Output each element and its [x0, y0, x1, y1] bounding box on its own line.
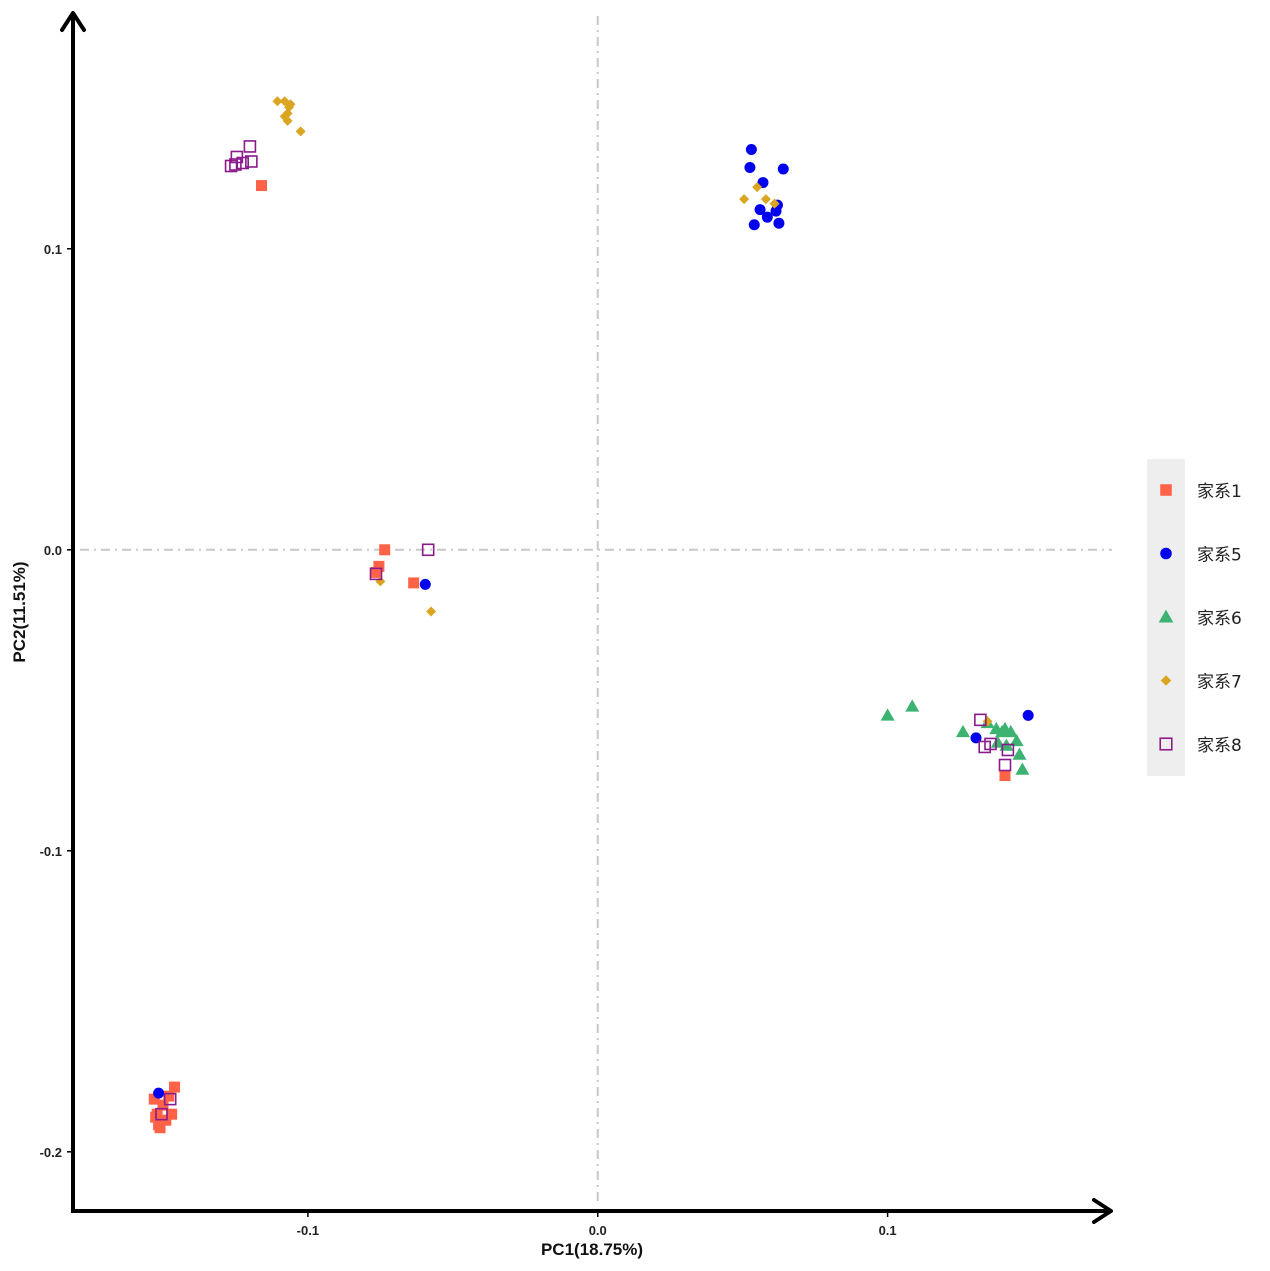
legend-label: 家系7 [1197, 673, 1242, 693]
x-tick-label: 0.0 [589, 1223, 607, 1238]
data-point [369, 567, 383, 581]
legend-marker [1158, 609, 1174, 623]
data-point [157, 1099, 169, 1111]
data-point [1012, 747, 1027, 760]
data-point [245, 155, 258, 168]
y-tick-label: -0.1 [40, 844, 62, 859]
legend-label: 家系6 [1197, 609, 1242, 629]
data-point [1003, 724, 1018, 738]
data-point [163, 1092, 177, 1106]
series-5-points [155, 140, 1015, 1121]
legend-marker [1159, 737, 1173, 751]
legend-item: 家系6 [1158, 609, 1242, 629]
axes [60, 11, 1113, 1224]
data-point [773, 217, 785, 229]
data-point [1009, 733, 1024, 747]
reference-lines [80, 16, 1112, 1205]
data-point [739, 194, 750, 205]
data-points [148, 96, 1034, 1134]
data-point [760, 194, 771, 205]
x-tick-label: -0.1 [297, 1223, 319, 1238]
x-axis-title: PC1(18.75%) [541, 1240, 643, 1259]
data-point [229, 158, 242, 171]
data-point [166, 1108, 178, 1120]
data-point [243, 140, 257, 153]
data-point [955, 724, 970, 738]
data-point [990, 735, 1005, 748]
data-point [769, 198, 780, 209]
legend: 家系1 家系5 家系6 家系7 家系8 [1147, 459, 1242, 776]
data-point [370, 566, 382, 578]
data-point [1001, 743, 1015, 757]
data-point [754, 204, 766, 216]
data-point [1015, 762, 1030, 775]
y-axis-title: PC2(11.51%) [10, 561, 29, 662]
data-point [236, 156, 249, 170]
legend-marker [1160, 484, 1172, 496]
legend-marker [1160, 675, 1172, 686]
y-axis-arrow [60, 11, 86, 32]
data-point [752, 182, 763, 193]
data-point [745, 143, 757, 155]
series-4-points [272, 96, 993, 727]
data-point [154, 1122, 166, 1134]
ticks: -0.1 0.0 0.1 0.1 0.0 -0.1 -0.2 [40, 242, 897, 1238]
data-point [880, 708, 895, 721]
data-point [285, 99, 296, 110]
x-axis-arrow [1092, 1198, 1113, 1224]
data-point [984, 737, 997, 751]
data-point [905, 699, 920, 712]
data-point [379, 544, 391, 556]
legend-label: 家系5 [1197, 546, 1242, 566]
data-point [272, 96, 283, 107]
data-point [999, 770, 1011, 782]
data-point [426, 606, 437, 617]
legend-label: 家系1 [1197, 482, 1242, 502]
data-point [744, 162, 756, 174]
data-point [256, 180, 268, 192]
y-tick-label: 0.1 [44, 242, 62, 257]
legend-item: 家系8 [1159, 736, 1242, 756]
data-point [408, 577, 420, 589]
legend-item: 家系7 [1160, 673, 1242, 693]
data-point [1022, 709, 1034, 721]
legend-item: 家系5 [1160, 546, 1242, 566]
series-3-points [880, 699, 1030, 775]
y-tick-label: 0.0 [44, 543, 62, 558]
legend-label: 家系8 [1197, 736, 1242, 756]
data-point [375, 576, 386, 587]
data-point [421, 543, 435, 557]
data-point [761, 211, 773, 223]
legend-item: 家系1 [1160, 482, 1242, 502]
data-point [419, 578, 431, 590]
data-point [153, 1087, 165, 1099]
data-point [373, 560, 385, 572]
series-1-points [148, 180, 1011, 1134]
data-point [148, 1093, 160, 1105]
data-point [998, 758, 1012, 772]
data-point [282, 115, 293, 126]
y-tick-label: -0.2 [40, 1145, 62, 1160]
data-point [748, 219, 760, 231]
data-point [155, 1107, 168, 1121]
x-tick-label: 0.1 [879, 1223, 897, 1238]
data-point [169, 1081, 181, 1093]
data-point [777, 163, 789, 175]
data-point [974, 713, 987, 727]
data-point [163, 1090, 175, 1102]
data-point [295, 126, 306, 137]
series-2-points [153, 143, 1034, 1099]
data-point [151, 1108, 163, 1120]
data-point [989, 721, 1004, 735]
legend-marker [1160, 547, 1172, 560]
